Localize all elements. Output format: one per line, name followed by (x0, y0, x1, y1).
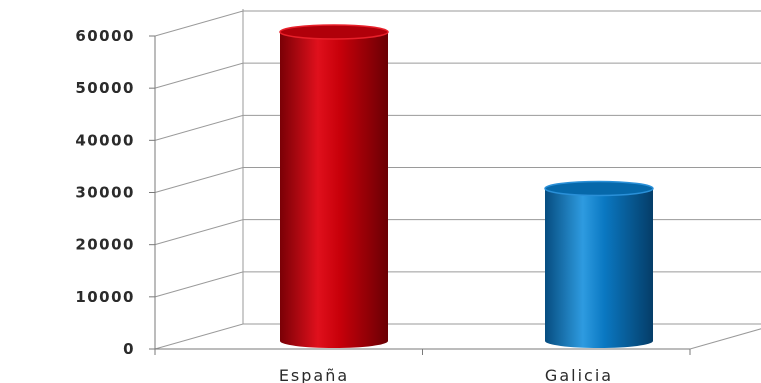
y-tick-label: 60000 (75, 27, 135, 45)
y-tick-label: 50000 (75, 79, 135, 97)
y-tick-label: 20000 (75, 236, 135, 254)
x-category-labels: España Galicia (279, 366, 613, 383)
x-category-label: Galicia (545, 366, 613, 383)
axes (149, 9, 761, 355)
bar-galicia (544, 180, 654, 348)
grid-lines (154, 10, 761, 350)
gridline (154, 114, 761, 141)
y-tick-label: 0 (123, 340, 135, 358)
gridline (154, 271, 761, 298)
bar-body (545, 188, 653, 348)
gridline (154, 219, 761, 246)
gridline (154, 62, 761, 89)
y-tick-label: 40000 (75, 131, 135, 149)
x-category-label: España (279, 366, 349, 383)
gridline (154, 167, 761, 193)
y-tick-label: 10000 (75, 288, 135, 306)
bar-top (279, 24, 389, 40)
bar-top (544, 180, 654, 197)
bar-españa (279, 24, 389, 348)
y-tick-labels: 0 10000 20000 30000 40000 50000 60000 (75, 27, 135, 358)
bar-body (280, 32, 388, 348)
floor-right-edge (689, 328, 761, 350)
y-tick-label: 30000 (75, 184, 135, 202)
bars (279, 24, 654, 348)
gridline (154, 323, 761, 350)
gridline (154, 10, 761, 37)
